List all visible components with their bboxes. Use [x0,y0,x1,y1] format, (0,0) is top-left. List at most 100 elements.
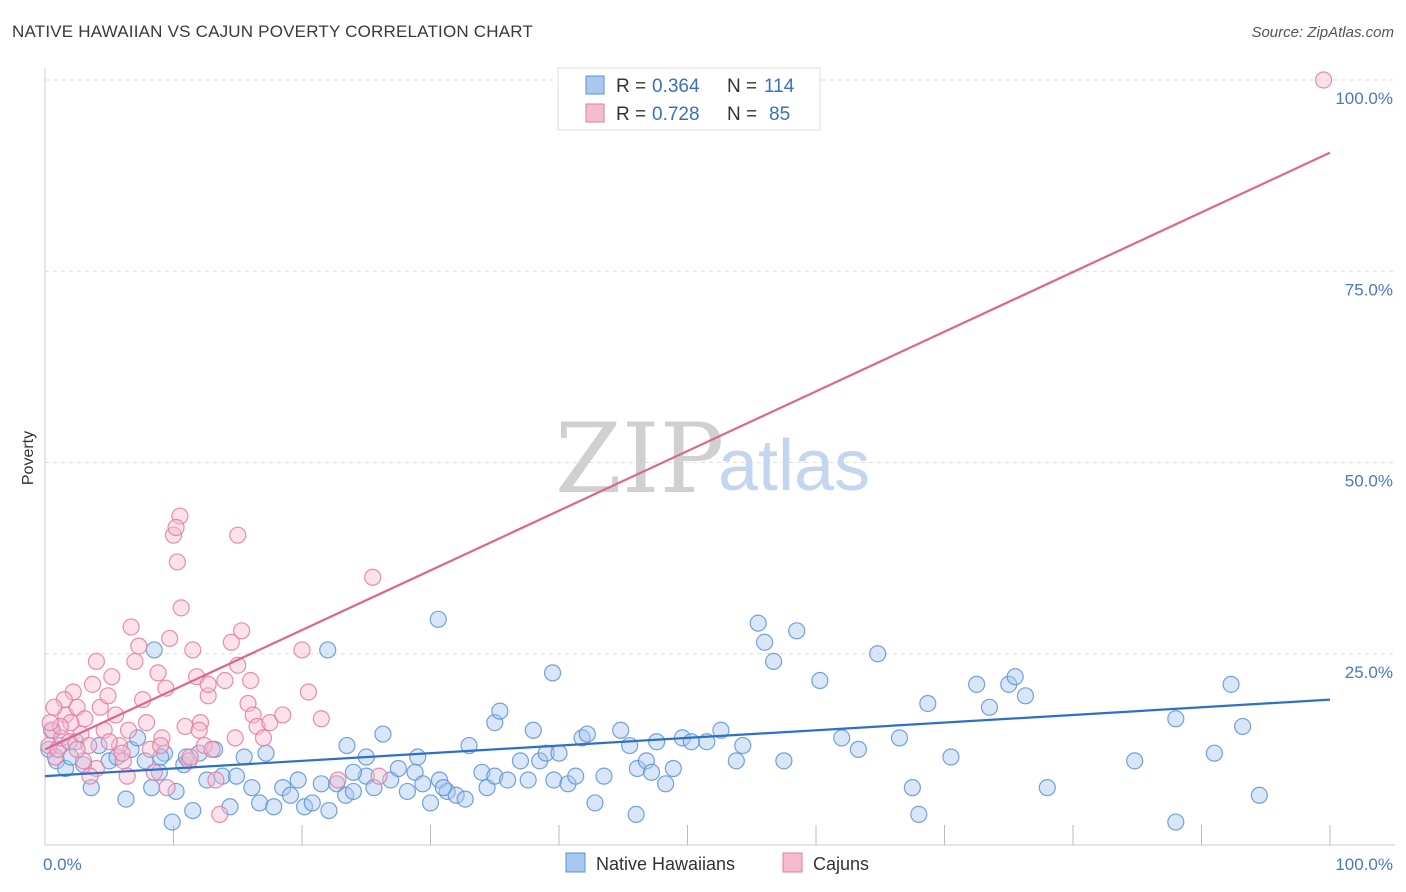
point-s0-118 [1167,710,1185,728]
point-s0-51 [414,775,432,793]
point-s1-73 [199,675,217,693]
point-s1-27 [141,740,159,758]
point-s1-67 [41,713,59,732]
y-tick-label-0: 25.0% [1345,663,1393,682]
point-s0-19 [163,813,181,831]
trend-line-1 [44,151,1331,751]
point-s0-111 [968,675,986,693]
legend-n-value-1: 114 [764,76,795,97]
point-s1-47 [222,633,240,651]
point-s1-71 [167,518,185,537]
point-s1-36 [176,717,194,736]
point-s0-56 [456,790,474,808]
point-s0-89 [642,763,661,781]
point-s0-104 [833,729,851,747]
point-s1-80 [312,710,330,728]
point-s1-34 [168,553,186,571]
point-s0-108 [903,779,921,797]
bottom-legend-swatch-cajuns[interactable] [782,852,803,873]
point-s1-74 [190,721,208,739]
point-s0-102 [788,622,806,640]
point-s0-91 [657,775,675,793]
point-s0-123 [910,805,928,824]
point-s1-49 [233,622,251,640]
point-s1-53 [254,729,273,747]
legend-r-value-2: 0.728 [652,104,700,125]
point-s1-81 [329,771,347,789]
point-s0-48 [389,759,407,778]
bottom-legend-native-hawaiians[interactable]: Native Hawaiians [596,854,735,874]
bottom-legend[interactable]: Native Hawaiians Cajuns [565,852,869,874]
y-tick-label-1: 50.0% [1345,472,1393,491]
watermark-atlas: atlas [718,426,870,506]
point-s1-60 [81,767,99,785]
point-s0-74 [524,721,542,739]
point-s0-85 [612,721,630,739]
chart-source: Source: ZipAtlas.com [1251,24,1394,41]
chart-title: NATIVE HAWAIIAN VS CAJUN POVERTY CORRELA… [12,22,534,41]
point-s0-30 [243,779,261,797]
point-s0-120 [1234,717,1252,736]
trend-lines [44,151,1331,778]
point-s0-80 [567,767,585,785]
point-s1-69 [226,729,244,747]
point-s0-115 [1016,687,1035,705]
point-s1-38 [184,641,202,659]
legend-r-value-1: 0.364 [652,76,700,97]
grid-lines [45,79,1395,655]
point-s0-105 [849,740,868,758]
point-s0-76 [537,744,555,762]
point-s0-116 [1038,779,1056,797]
point-s1-83 [370,767,388,785]
point-s0-39 [312,775,330,793]
point-s1-32 [161,629,179,648]
point-s0-100 [755,633,774,651]
point-s0-46 [374,725,392,743]
point-s0-55 [447,786,465,804]
point-s1-10 [76,710,94,728]
point-s0-119 [1205,744,1223,762]
point-s0-114 [1006,668,1024,686]
point-s1-28 [145,763,163,781]
legend-box[interactable]: R = 0.364 N = 114 R = 0.728 N = 85 [557,67,821,131]
point-s1-82 [364,568,382,586]
point-s1-44 [207,771,225,789]
legend-n-value-2: 85 [769,104,790,125]
point-s1-63 [62,713,80,732]
point-s0-68 [486,767,504,785]
point-s1-26 [137,713,156,732]
point-s0-65 [460,736,478,755]
point-s0-125 [319,641,337,659]
point-s0-71 [499,771,517,789]
point-s0-83 [586,794,604,812]
watermark-zip: ZIP [555,403,724,515]
point-s0-97 [727,752,745,770]
point-s0-126 [543,664,562,682]
point-s0-96 [712,721,730,739]
legend-swatch-native-hawaiians [585,75,605,95]
watermark: ZIP atlas [555,403,870,515]
x-tick-label-1: 100.0% [1335,855,1393,874]
point-s1-55 [158,779,176,797]
point-s0-31 [250,794,269,812]
legend-swatch-cajuns [585,103,605,123]
y-tick-label-3: 100.0% [1335,89,1393,108]
point-s1-72 [229,526,247,544]
point-s1-16 [99,687,117,705]
point-s1-77 [274,706,292,724]
point-s0-128 [1222,675,1240,693]
x-tick-label-0: 0.0% [43,855,82,874]
point-s1-41 [195,736,213,755]
point-s0-82 [578,725,596,743]
point-s0-101 [764,652,783,671]
point-s0-42 [337,786,355,804]
point-s1-13 [87,652,106,671]
bottom-legend-cajuns[interactable]: Cajuns [813,854,869,874]
point-s0-66 [473,763,491,781]
y-tick-label-2: 75.0% [1345,280,1393,299]
point-s0-29 [235,748,253,766]
bottom-legend-swatch-native-hawaiians[interactable] [565,852,586,873]
point-s1-62 [68,740,86,758]
x-tick-labels: 0.0% 100.0% [43,855,1393,874]
point-s0-36 [289,771,307,789]
